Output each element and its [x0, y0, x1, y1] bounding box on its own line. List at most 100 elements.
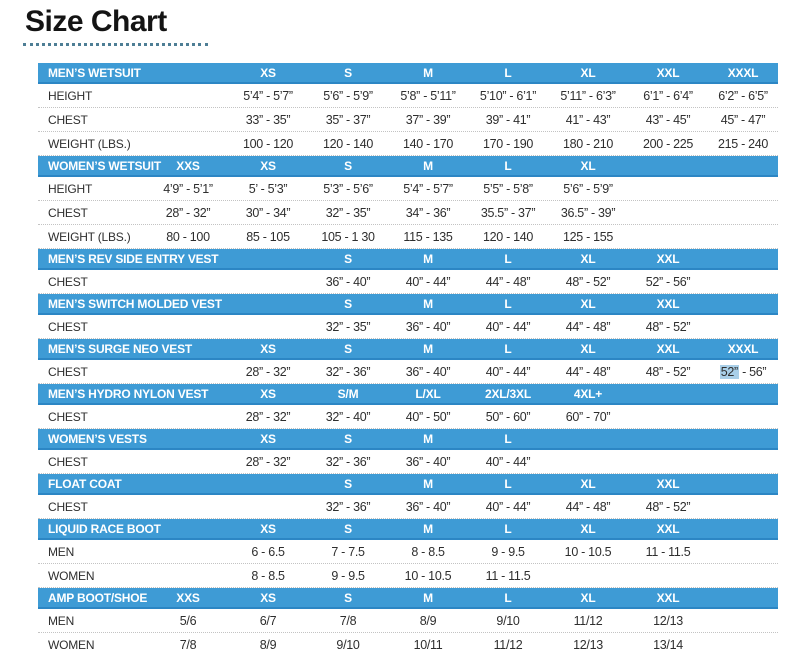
table-cell: 8/9 — [259, 637, 277, 649]
size-column-header: XXS — [176, 158, 200, 173]
size-column-header: XS — [260, 590, 276, 605]
table-cell: 6’1” - 6’4” — [643, 88, 693, 103]
size-column-header: XS — [260, 431, 276, 446]
table-cell: 32” - 36” — [325, 364, 371, 379]
table-cell: 36” - 40” — [405, 319, 451, 334]
size-column-header: XL — [580, 296, 596, 311]
table-cell: 120 - 140 — [322, 136, 374, 151]
table-row: WOMEN 7/8 8/9 9/10 10/11 11/12 12/13 13/14 — [38, 633, 778, 649]
table-mens-hydro-nylon-vest: MEN’S HYDRO NYLON VEST XS S/M L/XL 2XL/3XL 4X… — [38, 384, 778, 429]
table-cell: 5’4” - 5’7” — [243, 88, 293, 103]
table-cell: 5’10” - 6’1” — [479, 88, 537, 103]
size-column-header: XL — [580, 476, 596, 491]
size-column-header: L — [504, 65, 512, 80]
table-title: FLOAT COAT — [48, 476, 122, 491]
table-header-row: MEN’S HYDRO NYLON VEST XS S/M L/XL 2XL/3XL 4X… — [38, 384, 778, 405]
table-cell: 44” - 48” — [565, 499, 611, 514]
table-cell: 140 - 170 — [402, 136, 454, 151]
table-cell: 40” - 44” — [485, 499, 531, 514]
table-cell: 8/9 — [419, 613, 437, 628]
size-column-header: M — [423, 296, 433, 311]
row-label: WOMEN — [48, 637, 95, 649]
size-column-header: XL — [580, 521, 596, 536]
size-column-header: L — [504, 476, 512, 491]
size-column-header: XXL — [656, 251, 680, 266]
row-label: MEN — [48, 613, 75, 628]
table-row: CHEST 32” - 36” 36” - 40” 40” - 44” 44” - 48… — [38, 495, 778, 519]
table-cell: 12/13 — [653, 613, 683, 628]
table-cell: 34” - 36” — [405, 205, 451, 220]
row-label: MEN — [48, 544, 75, 559]
table-header-row: WOMEN’S WETSUIT XXS XS S M L XL — [38, 156, 778, 177]
table-cell: 44” - 48” — [565, 319, 611, 334]
row-label: CHEST — [48, 409, 88, 424]
table-cell: 11/12 — [573, 613, 603, 628]
table-cell: 37” - 39” — [405, 112, 451, 127]
table-cell: 52” - 56” — [645, 274, 691, 289]
table-cell: 41” - 43” — [565, 112, 611, 127]
table-cell: 45” - 47” — [720, 112, 766, 127]
size-column-header: L/XL — [415, 386, 441, 401]
table-row: CHEST 36” - 40” 40” - 44” 44” - 48” 48” - 52… — [38, 270, 778, 294]
table-cell: 125 - 155 — [562, 229, 614, 244]
row-label: WOMEN — [48, 568, 95, 583]
table-cell: 12/13 — [573, 637, 603, 649]
row-label: CHEST — [48, 274, 88, 289]
table-header-row: WOMEN’S VESTS XS S M L — [38, 429, 778, 450]
size-column-header: S — [344, 65, 352, 80]
size-column-header: S — [344, 341, 352, 356]
table-cell: 44” - 48” — [485, 274, 531, 289]
table-cell: 33” - 35” — [245, 112, 291, 127]
size-column-header: XXL — [656, 341, 680, 356]
table-cell: 200 - 225 — [642, 136, 694, 151]
size-tables-container: MEN’S WETSUIT XS S M L XL XXL XXXL HEIGHT 5’4” - … — [38, 63, 778, 649]
table-header-row: MEN’S SWITCH MOLDED VEST S M L XL XXL — [38, 294, 778, 315]
row-label: CHEST — [48, 454, 88, 469]
size-column-header: XXXL — [727, 65, 759, 80]
table-cell: 11 - 11.5 — [645, 544, 691, 559]
table-cell: 43” - 45” — [645, 112, 691, 127]
table-cell: 5’5” - 5’8” — [483, 181, 533, 196]
size-column-header: XL — [580, 341, 596, 356]
table-cell: 8 - 8.5 — [251, 568, 285, 583]
size-column-header: M — [423, 341, 433, 356]
table-cell: 50” - 60” — [485, 409, 531, 424]
table-row: MEN 5/6 6/7 7/8 8/9 9/10 11/12 12/13 — [38, 609, 778, 633]
size-column-header: S — [344, 521, 352, 536]
table-cell: 28” - 32” — [245, 364, 291, 379]
row-label: CHEST — [48, 499, 88, 514]
table-cell: 105 - 1 30 — [321, 229, 375, 244]
table-liquid-race-boot: LIQUID RACE BOOT XS S M L XL XXL MEN 6 - 6.5 7 - … — [38, 519, 778, 588]
table-row: MEN 6 - 6.5 7 - 7.5 8 - 8.5 9 - 9.5 10 - 10.5… — [38, 540, 778, 564]
table-cell: 9/10 — [336, 637, 360, 649]
table-cell: 170 - 190 — [482, 136, 534, 151]
table-row: CHEST 28” - 32” 32” - 36” 36” - 40” 40” - 44… — [38, 360, 778, 384]
table-title: AMP BOOT/SHOE — [48, 590, 148, 605]
row-label: WEIGHT (LBS.) — [48, 136, 131, 151]
table-cell: 7 - 7.5 — [331, 544, 365, 559]
size-column-header: S — [344, 590, 352, 605]
table-cell: 120 - 140 — [482, 229, 534, 244]
table-womens-vests: WOMEN’S VESTS XS S M L CHEST 28” - 32” 32” - 36… — [38, 429, 778, 474]
size-column-header: L — [504, 431, 512, 446]
size-column-header: XS — [260, 341, 276, 356]
size-column-header: XL — [580, 65, 596, 80]
table-title: MEN’S REV SIDE ENTRY VEST — [48, 251, 219, 266]
table-row: WEIGHT (LBS.) 80 - 100 85 - 105 105 - 1 30 1… — [38, 225, 778, 249]
size-column-header: L — [504, 251, 512, 266]
table-cell: 5’6” - 5’9” — [323, 88, 373, 103]
size-column-header: M — [423, 521, 433, 536]
table-cell: 48” - 52” — [645, 364, 691, 379]
table-cell: 36” - 40” — [405, 364, 451, 379]
table-amp-boot-shoe: AMP BOOT/SHOE XXS XS S M L XL XXL MEN 5/6 6/7 7/8 8/… — [38, 588, 778, 649]
table-cell: 35.5” - 37” — [480, 205, 536, 220]
table-cell: 48” - 52” — [645, 319, 691, 334]
table-cell: 28” - 32” — [245, 454, 291, 469]
row-label: CHEST — [48, 319, 88, 334]
table-cell: 80 - 100 — [166, 229, 210, 244]
size-column-header: 2XL/3XL — [485, 386, 531, 401]
table-cell: 44” - 48” — [565, 364, 611, 379]
size-column-header: XS — [260, 386, 276, 401]
title-dotted-rule — [23, 43, 208, 46]
table-title: MEN’S SURGE NEO VEST — [48, 341, 193, 356]
